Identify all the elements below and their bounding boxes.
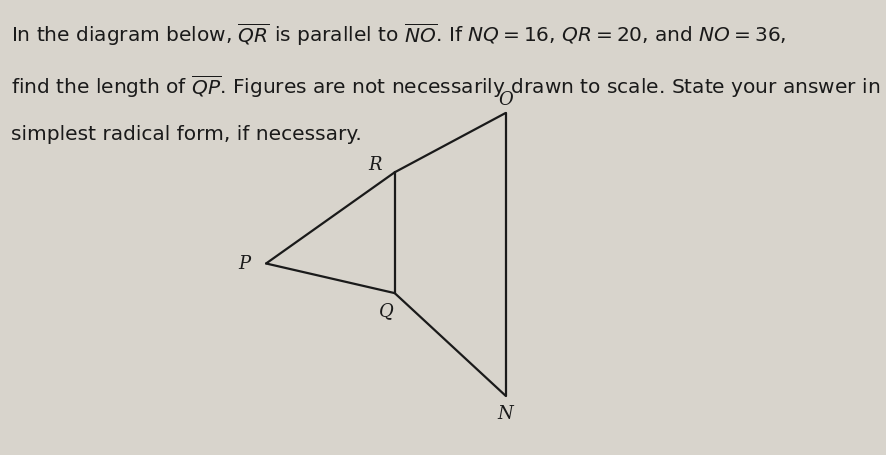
Text: P: P	[237, 255, 250, 273]
Text: O: O	[498, 91, 512, 109]
Text: simplest radical form, if necessary.: simplest radical form, if necessary.	[11, 125, 361, 144]
Text: N: N	[497, 404, 513, 422]
Text: Q: Q	[378, 302, 392, 320]
Text: find the length of $\overline{QP}$. Figures are not necessarily drawn to scale. : find the length of $\overline{QP}$. Figu…	[11, 73, 879, 100]
Text: In the diagram below, $\overline{QR}$ is parallel to $\overline{NO}$. If $NQ = 1: In the diagram below, $\overline{QR}$ is…	[11, 20, 785, 47]
Text: R: R	[368, 156, 382, 174]
